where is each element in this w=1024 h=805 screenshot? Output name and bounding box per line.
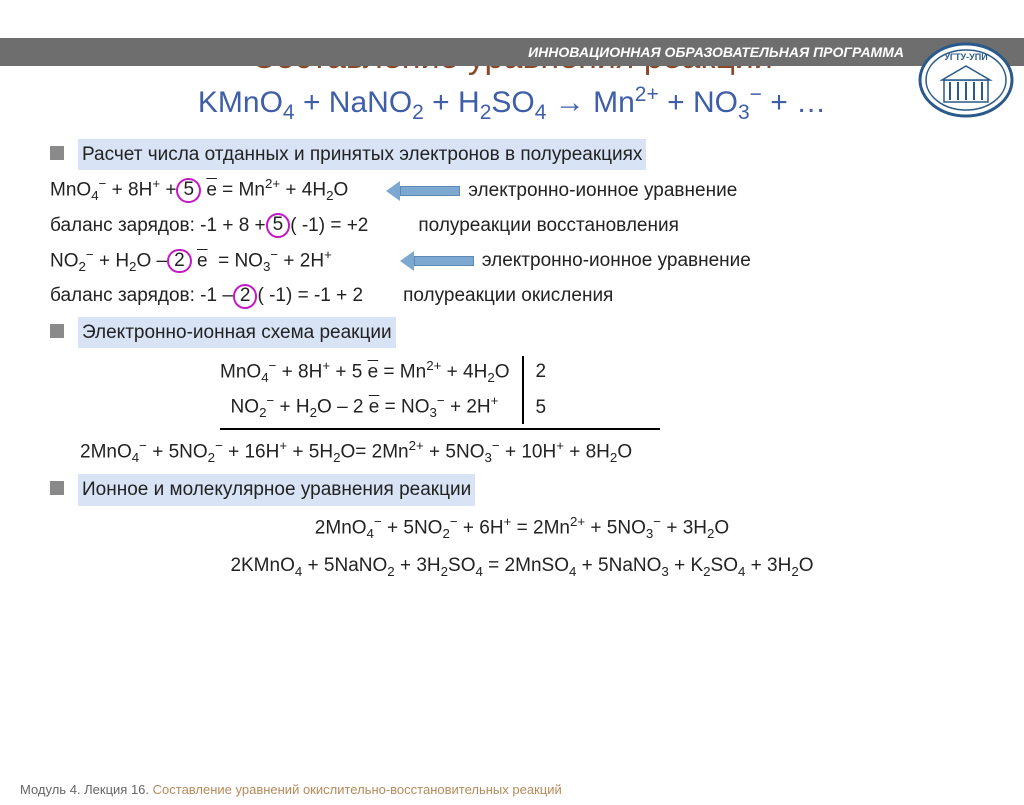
coeff-1: 2 (536, 357, 547, 386)
ionic-equation: 2MnO4− + 5NO2− + 6H+ = 2Mn2+ + 5NO3− + 3… (50, 512, 994, 545)
bullet-3: Ионное и молекулярное уравнения реакции (50, 474, 994, 505)
molecular-equation: 2KMnO4 + 5NaNO2 + 3H2SO4 = 2MnSO4 + 5NaN… (50, 551, 994, 582)
bullet-2-text: Электронно-ионная схема реакции (78, 317, 396, 348)
scheme-underline (220, 428, 660, 430)
footer: Модуль 4. Лекция 16. Составление уравнен… (20, 782, 562, 797)
bullet-3-text: Ионное и молекулярное уравнения реакции (78, 474, 475, 505)
bal1-pre: баланс зарядов: -1 + 8 + (50, 211, 266, 240)
bal1-post: ( -1) = +2 (290, 211, 368, 240)
arrow-left-icon (386, 181, 460, 201)
hr1-mid: e = Mn2+ + 4H2O (201, 174, 348, 207)
scheme-eq-2: NO2− + H2O – 2 e = NO3− + 2H+ (220, 391, 510, 424)
balance-2: баланс зарядов: -1 – 2 ( -1) = -1 + 2 по… (50, 281, 994, 310)
hr2-mid: e = NO3− + 2H+ (192, 245, 332, 278)
main-equation: KMnO4 + NaNO2 + H2SO4 → Mn2+ + NO3− + … (0, 83, 1024, 125)
hr1-label: электронно-ионное уравнение (468, 176, 737, 205)
header-bar: ИННОВАЦИОННАЯ ОБРАЗОВАТЕЛЬНАЯ ПРОГРАММА (0, 38, 1024, 66)
bullet-icon (50, 324, 64, 338)
university-logo: УГТУ-УПИ (916, 40, 1016, 120)
content-area: Расчет числа отданных и принятых электро… (0, 125, 1024, 582)
svg-text:УГТУ-УПИ: УГТУ-УПИ (944, 52, 987, 62)
coeff-2: 5 (536, 393, 547, 422)
bal2-coeff: 2 (233, 284, 258, 309)
hr1-coeff: 5 (176, 178, 201, 203)
hr2-label: электронно-ионное уравнение (482, 246, 751, 275)
bullet-1-text: Расчет числа отданных и принятых электро… (78, 139, 646, 170)
bal2-pre: баланс зарядов: -1 – (50, 281, 233, 310)
bal1-coeff: 5 (266, 213, 291, 238)
half-reaction-2: NO2− + H2O – 2 e = NO3− + 2H+ электронно… (50, 245, 994, 278)
scheme-coefficients: 2 5 (524, 354, 547, 425)
scheme-eq-1: MnO4− + 8H+ + 5 e = Mn2+ + 4H2O (220, 356, 510, 389)
hr2-pre: NO2− + H2O – (50, 245, 167, 278)
bal2-post: ( -1) = -1 + 2 (257, 281, 363, 310)
bullet-icon (50, 146, 64, 160)
footer-topic: Составление уравнений окислительно-восст… (153, 782, 562, 797)
hr2-coeff: 2 (167, 249, 192, 274)
footer-module: Модуль 4. Лекция 16. (20, 782, 153, 797)
bullet-2: Электронно-ионная схема реакции (50, 317, 994, 348)
scheme-equations: MnO4− + 8H+ + 5 e = Mn2+ + 4H2O NO2− + H… (220, 354, 522, 425)
bal1-label: полуреакции восстановления (418, 211, 678, 240)
arrow-left-icon (400, 251, 474, 271)
bullet-icon (50, 481, 64, 495)
half-reaction-1: MnO4− + 8H+ + 5 e = Mn2+ + 4H2O электрон… (50, 174, 994, 207)
ion-scheme: MnO4− + 8H+ + 5 e = Mn2+ + 4H2O NO2− + H… (220, 354, 994, 429)
summed-equation: 2MnO4− + 5NO2− + 16H+ + 5H2O= 2Mn2+ + 5N… (80, 436, 994, 469)
balance-1: баланс зарядов: -1 + 8 + 5 ( -1) = +2 по… (50, 211, 994, 240)
bal2-label: полуреакции окисления (403, 281, 613, 310)
hr1-pre: MnO4− + 8H+ + (50, 174, 176, 207)
bullet-1: Расчет числа отданных и принятых электро… (50, 139, 994, 170)
